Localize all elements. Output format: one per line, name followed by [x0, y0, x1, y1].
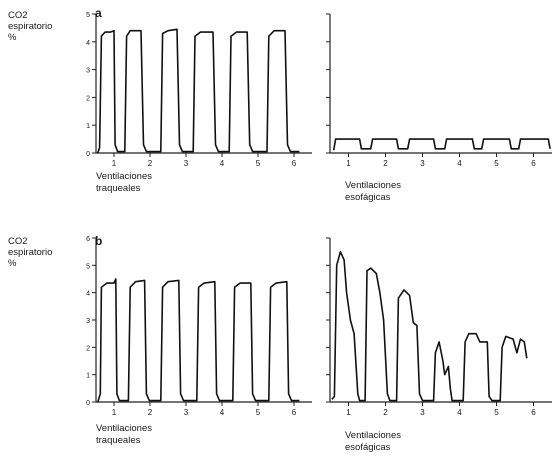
a-right-x-tick-label: 2 [383, 159, 388, 168]
b-left-y-tick-label: 4 [86, 291, 90, 298]
b-left-y-tick-label: 6 [86, 236, 90, 243]
a-left-series-line-0 [97, 28, 300, 154]
b-left-x-tick-label: 3 [184, 408, 189, 417]
b-left-y-tick-label: 3 [86, 318, 90, 325]
b-left-y-tick-label: 2 [86, 345, 90, 352]
a-left-x-tick-label: 6 [292, 159, 297, 168]
a-right-x-tick-label: 1 [346, 159, 351, 168]
y-axis-title-a: CO2 espiratorio % [8, 10, 53, 43]
a-left-y-tick-label: 0 [86, 151, 90, 158]
b-left-series-line-0 [97, 278, 300, 403]
a-right-x-tick-label: 6 [531, 159, 536, 168]
b-left-y-tick-label: 5 [86, 263, 90, 270]
b-left-x-tick-label: 1 [112, 408, 117, 417]
a-left-y-tick-label: 1 [86, 123, 90, 130]
a-left-x-tick-label: 3 [184, 159, 189, 168]
b-right-x-tick-label: 1 [346, 408, 351, 417]
b-left-x-tick-label: 4 [220, 408, 225, 417]
a-right-x-tick-label: 5 [494, 159, 499, 168]
b-left-x-tick-label: 5 [256, 408, 261, 417]
panel-label-a: a [95, 6, 102, 20]
chart-panel-b-left: 0 1 2 3 4 5 6 1 2 3 4 5 6 [86, 236, 312, 417]
b-right-x-tick-label: 6 [531, 408, 536, 417]
b-left-x-tick-label: 2 [148, 408, 153, 417]
b-left-y-tick-label: 0 [86, 400, 90, 407]
x-axis-title-b-right: Ventilaciones esofágicas [345, 430, 401, 453]
b-right-series-line-0 [331, 250, 528, 402]
a-left-x-tick-label: 5 [256, 159, 261, 168]
a-left-y-tick-label: 5 [86, 12, 90, 19]
chart-panel-a-right: 1 2 3 4 5 6 [326, 13, 552, 168]
b-left-x-tick-label: 6 [292, 408, 297, 417]
a-left-x-tick-label: 4 [220, 159, 225, 168]
a-left-y-tick-label: 4 [86, 40, 90, 47]
b-left-y-tick-label: 1 [86, 373, 90, 380]
x-axis-title-a-right: Ventilaciones esofágicas [345, 180, 401, 203]
chart-panel-b-right: 1 2 3 4 5 6 [326, 237, 552, 417]
a-right-x-tick-label: 3 [420, 159, 425, 168]
b-right-x-tick-label: 5 [494, 408, 499, 417]
panel-label-b: b [95, 234, 103, 248]
a-left-x-tick-label: 2 [148, 159, 153, 168]
x-axis-title-b-left: Ventilaciones traqueales [96, 423, 152, 446]
a-right-x-tick-label: 4 [457, 159, 462, 168]
a-right-series-line-0 [332, 138, 551, 151]
y-axis-title-b: CO2 espiratorio % [8, 236, 53, 269]
x-axis-title-a-left: Ventilaciones traqueales [96, 171, 152, 194]
b-right-x-tick-label: 3 [420, 408, 425, 417]
b-right-x-tick-label: 2 [383, 408, 388, 417]
a-left-y-tick-label: 2 [86, 95, 90, 102]
chart-panel-a-left: 0 1 2 3 4 5 1 2 3 4 5 6 [86, 12, 312, 168]
a-left-x-tick-label: 1 [112, 159, 117, 168]
a-left-y-tick-label: 3 [86, 68, 90, 75]
b-right-x-tick-label: 4 [457, 408, 462, 417]
